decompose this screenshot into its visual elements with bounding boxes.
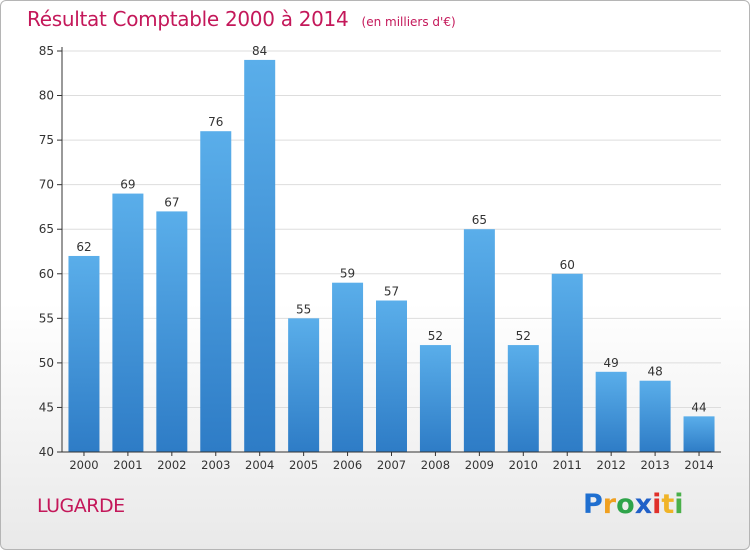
bar-2000	[68, 255, 100, 452]
logo-letter: t	[661, 489, 675, 520]
data-label: 59	[340, 267, 355, 281]
data-label: 52	[428, 329, 443, 343]
data-label: 65	[472, 213, 487, 227]
x-tick-label: 2005	[289, 458, 318, 472]
axes	[57, 47, 721, 456]
x-tick-label: 2001	[113, 458, 142, 472]
y-tick-label: 60	[39, 267, 54, 281]
logo-letter: r	[602, 489, 617, 520]
chart-unit-text: (en milliers d'€)	[361, 15, 456, 29]
bar-2010	[507, 345, 539, 452]
x-tick-label: 2007	[377, 458, 406, 472]
data-label: 60	[560, 258, 575, 272]
logo-letter: P	[583, 489, 603, 520]
y-tick-label: 40	[39, 445, 54, 459]
data-label: 57	[384, 285, 399, 299]
x-tick-label: 2000	[69, 458, 98, 472]
x-tick-label: 2010	[509, 458, 538, 472]
bar-2008	[419, 345, 451, 452]
data-label: 76	[208, 115, 223, 129]
chart-title: Résultat Comptable 2000 à 2014 (en milli…	[27, 7, 456, 31]
bar-2014	[683, 416, 715, 452]
x-tick-label: 2009	[465, 458, 494, 472]
y-tick-label: 70	[39, 178, 54, 192]
bar-2011	[551, 273, 583, 452]
bar-2009	[463, 229, 495, 452]
bar-2005	[288, 318, 320, 452]
logo-letter: o	[616, 489, 635, 520]
data-label: 52	[516, 329, 531, 343]
y-tick-label: 85	[39, 44, 54, 58]
chart-title-text: Résultat Comptable 2000 à 2014	[27, 7, 349, 31]
labels: 40 45 50 55 60 65 70 75 80 85 62 2000 69 2001 67 2002 76…	[39, 44, 714, 472]
data-label: 49	[604, 356, 619, 370]
y-tick-label: 45	[39, 400, 54, 414]
proxiti-logo[interactable]: Proxiti	[583, 489, 684, 520]
x-tick-label: 2012	[597, 458, 626, 472]
bar-2007	[376, 300, 407, 452]
x-tick-label: 2014	[684, 458, 713, 472]
bar-2001	[112, 193, 144, 453]
y-tick-label: 65	[39, 222, 54, 236]
x-tick-label: 2008	[421, 458, 450, 472]
logo-letter: x	[634, 489, 653, 520]
data-label: 84	[252, 44, 267, 58]
data-label: 44	[691, 400, 706, 414]
y-tick-label: 50	[39, 356, 54, 370]
data-label: 62	[76, 240, 91, 254]
y-tick-label: 80	[39, 89, 54, 103]
x-tick-label: 2003	[201, 458, 230, 472]
commune-name: LUGARDE	[37, 495, 125, 517]
data-label: 55	[296, 302, 311, 316]
data-label: 69	[120, 178, 135, 192]
x-tick-label: 2013	[640, 458, 669, 472]
y-tick-label: 75	[39, 133, 54, 147]
y-tick-label: 55	[39, 311, 54, 325]
data-label: 67	[164, 195, 179, 209]
x-tick-label: 2004	[245, 458, 274, 472]
x-tick-label: 2006	[333, 458, 362, 472]
x-tick-label: 2002	[157, 458, 186, 472]
bar-2006	[332, 282, 364, 452]
bar-2012	[595, 371, 627, 452]
bars	[68, 59, 715, 453]
logo-letter: i	[674, 489, 684, 520]
bar-2013	[639, 380, 671, 452]
x-tick-label: 2011	[553, 458, 582, 472]
bar-2004	[244, 59, 276, 453]
bar-2003	[200, 131, 232, 452]
bar-2002	[156, 211, 188, 452]
logo-letter: i	[652, 489, 662, 520]
data-label: 48	[647, 365, 662, 379]
